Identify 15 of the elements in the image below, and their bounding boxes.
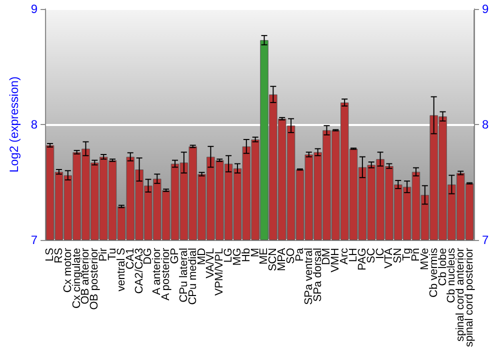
x-tick-label: spinal cord posterior bbox=[464, 248, 476, 348]
x-tick-label: MVe bbox=[418, 248, 431, 270]
y-axis-title: Log2 (expression) bbox=[7, 76, 21, 173]
y2-tick-label: 7 bbox=[482, 232, 489, 247]
x-tick-label: OB posterior bbox=[88, 248, 101, 310]
y2-tick-label: 8 bbox=[482, 117, 489, 132]
x-tick-label: Pa bbox=[294, 247, 306, 262]
x-tick-label: Hb bbox=[240, 248, 252, 262]
y2-tick-label: 9 bbox=[482, 2, 489, 16]
x-tick-label: CPu medial bbox=[186, 248, 199, 305]
y-tick-label: 9 bbox=[30, 2, 38, 16]
x-tick-label: Tg bbox=[401, 248, 414, 261]
x-tick-label: RS bbox=[52, 248, 65, 264]
y-tick-label: 7 bbox=[30, 232, 38, 247]
y-tick-label: 8 bbox=[30, 117, 38, 132]
